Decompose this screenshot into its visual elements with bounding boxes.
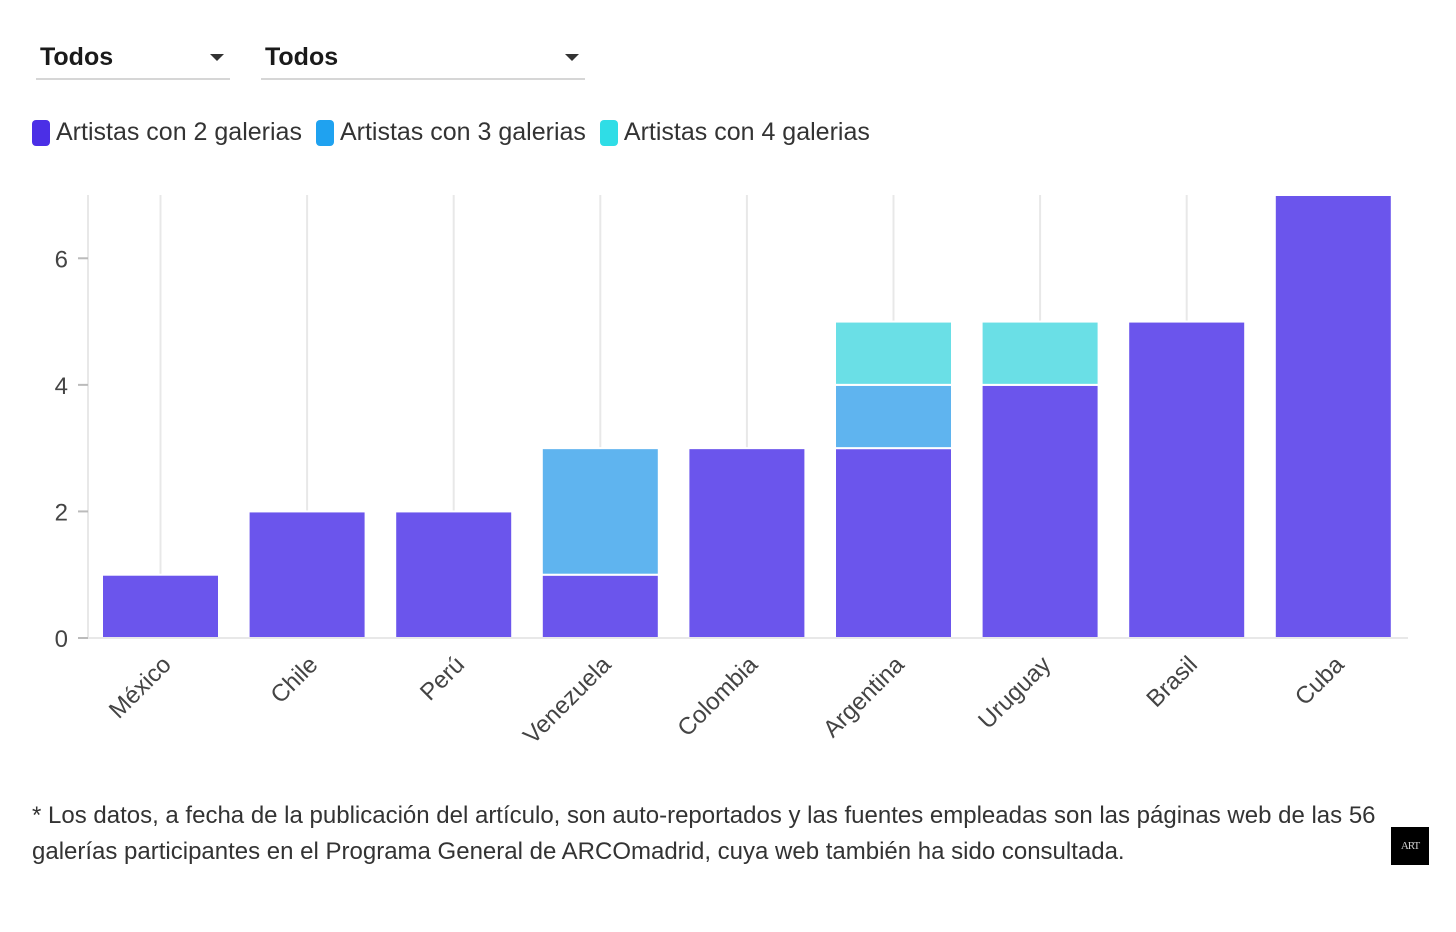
legend-swatch-3-galerias [315,119,334,146]
x-tick-label: Brasil [1141,651,1203,713]
logo-text: ART [1400,840,1420,852]
bar-segment [980,383,1100,639]
legend-item-2-galerias[interactable]: Artistas con 2 galerias [32,118,302,147]
bar-segment [540,447,660,576]
legend-label: Artistas con 2 galerias [56,118,302,146]
filter-dropdown-1[interactable]: Todos [36,36,230,80]
bar-segment [834,447,953,639]
bar-segment [834,383,953,450]
x-tick-label: Cuba [1290,651,1350,711]
chevron-down-icon [210,53,224,61]
bar-segment [101,573,220,640]
filter-dropdown-1-value: Todos [40,42,114,71]
chevron-down-icon [565,53,579,61]
legend-swatch-2-galerias [32,119,50,146]
bar-segment [540,573,660,640]
filter-dropdown-2-value: Todos [265,42,339,71]
x-tick-label: Colombia [672,651,763,742]
x-tick-label: Perú [415,651,470,706]
x-tick-label: Uruguay [973,651,1056,734]
y-tick-label: 2 [55,499,68,526]
y-tick-label: 0 [55,626,68,653]
legend-item-3-galerias[interactable]: Artistas con 3 galerias [315,118,586,147]
legend-label: Artistas con 4 galerias [623,118,870,146]
x-tick-label: Venezuela [518,651,617,750]
bar-segment [834,320,953,386]
x-tick-label: Argentina [818,651,910,743]
x-tick-label: México [104,651,177,724]
bar-segment [687,447,807,639]
bar-segment [1273,194,1393,639]
legend-label: Artistas con 3 galerias [339,118,586,146]
y-tick-label: 6 [55,246,68,273]
legend-swatch-4-galerias [599,119,618,146]
x-tick-label: Chile [266,651,324,709]
filter-dropdown-2[interactable]: Todos [261,36,585,80]
publisher-logo: ART [1391,827,1429,865]
bar-segment [247,510,367,639]
bar-segment [980,320,1100,386]
footnote: * Los datos, a fecha de la publicación d… [32,802,1376,865]
bar-segment [394,510,514,639]
bar-segment [1127,320,1247,639]
stacked-bar-chart: 0 2 4 6 México Chile Perú Venezuela Colombia Arge… [55,194,1408,750]
y-tick-label: 4 [55,373,68,400]
chart-legend: Artistas con 2 galerias Artistas con 3 g… [32,118,870,147]
legend-item-4-galerias[interactable]: Artistas con 4 galerias [599,118,870,147]
